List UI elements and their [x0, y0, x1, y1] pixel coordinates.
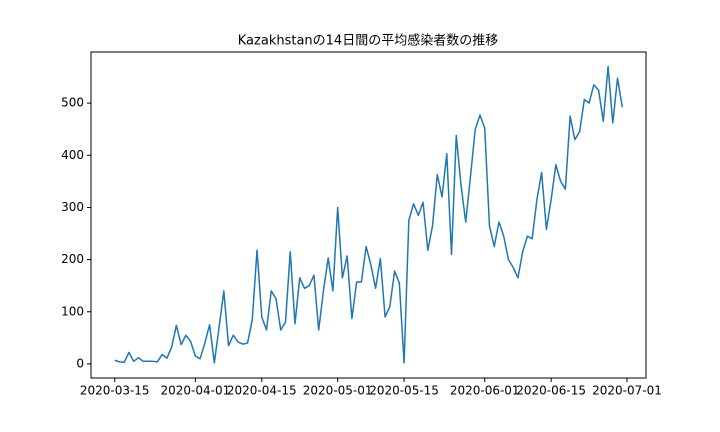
y-tick-label: 300 [61, 200, 84, 214]
x-tick-label: 2020-06-15 [516, 384, 586, 398]
x-tick-label: 2020-06-01 [450, 384, 520, 398]
x-tick-label: 2020-03-15 [80, 384, 150, 398]
axes-frame [90, 51, 647, 379]
y-tick-label: 200 [61, 252, 84, 266]
x-tick-label: 2020-05-01 [303, 384, 373, 398]
y-tick-label: 100 [61, 304, 84, 318]
chart-title: Kazakhstanの14日間の平均感染者数の推移 [238, 33, 498, 49]
line-series [114, 65, 624, 364]
y-tick-label: 0 [76, 356, 84, 370]
x-tick-label: 2020-04-15 [227, 384, 297, 398]
y-tick-label: 500 [61, 96, 84, 110]
x-tick-label: 2020-07-01 [592, 384, 662, 398]
y-tick-label: 400 [61, 148, 84, 162]
x-tick-label: 2020-04-01 [160, 384, 230, 398]
x-tick-label: 2020-05-15 [369, 384, 439, 398]
